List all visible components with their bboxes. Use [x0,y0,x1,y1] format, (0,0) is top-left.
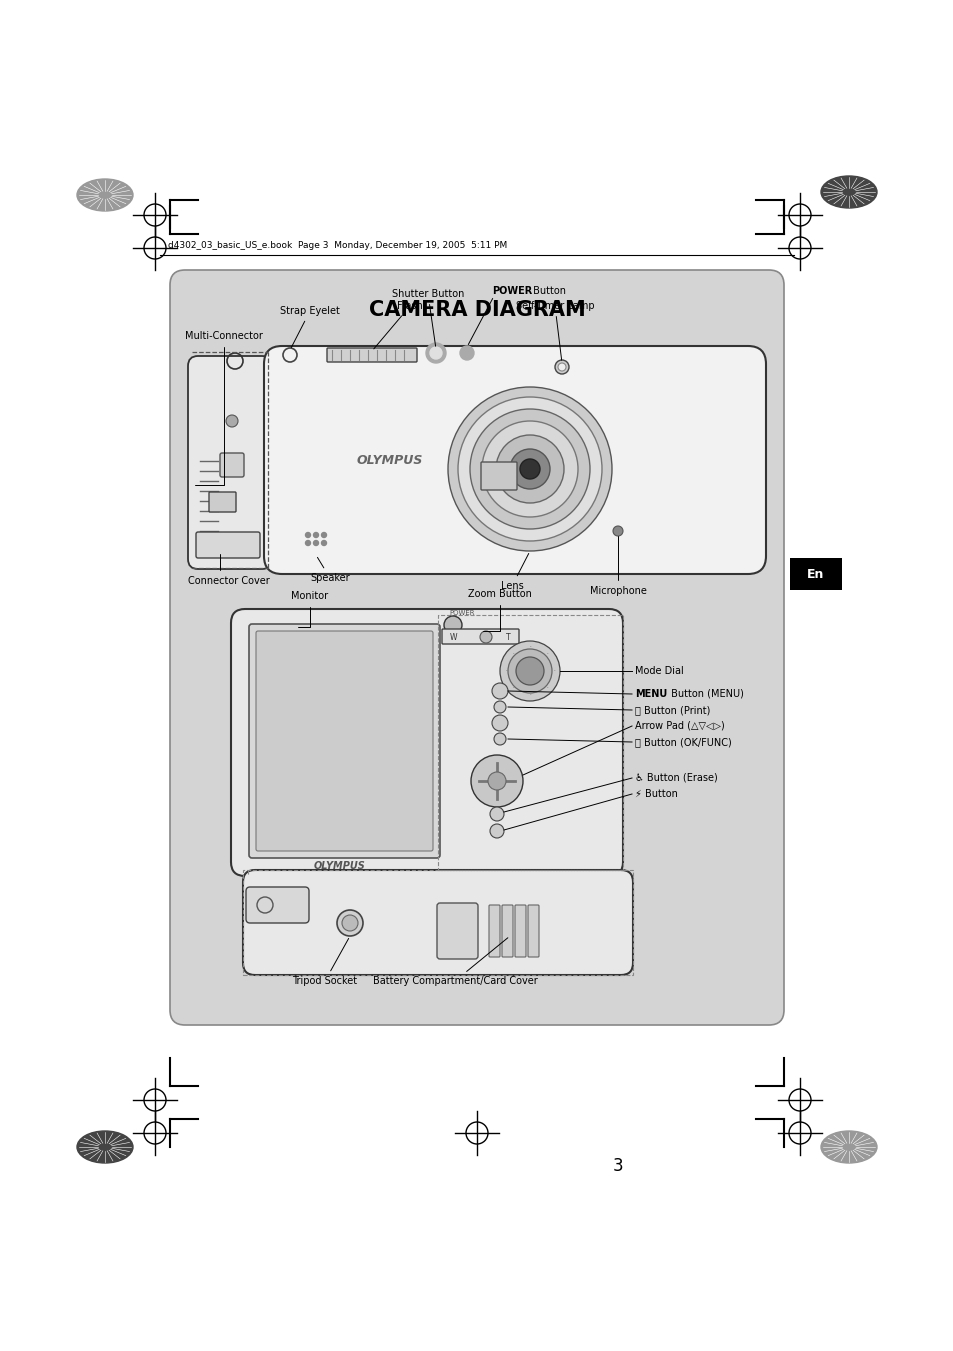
Circle shape [321,540,326,546]
FancyBboxPatch shape [527,905,538,957]
Text: OLYMPUS: OLYMPUS [356,454,423,467]
Circle shape [555,359,568,374]
FancyBboxPatch shape [327,349,416,362]
FancyBboxPatch shape [170,270,783,1025]
Text: ⎙ Button (Print): ⎙ Button (Print) [635,705,710,715]
Circle shape [507,648,552,693]
FancyBboxPatch shape [220,453,244,477]
FancyBboxPatch shape [480,462,517,490]
Text: Button: Button [530,286,565,296]
FancyBboxPatch shape [489,905,499,957]
Text: Tripod Socket: Tripod Socket [293,939,357,986]
Text: Self-Timer Lamp: Self-Timer Lamp [516,301,594,361]
Circle shape [488,771,505,790]
Ellipse shape [77,178,132,211]
Circle shape [490,807,503,821]
Circle shape [336,911,363,936]
Circle shape [341,915,357,931]
Text: ·: · [512,651,514,657]
Circle shape [496,435,563,503]
Text: En: En [806,567,823,581]
Ellipse shape [77,1131,132,1163]
FancyBboxPatch shape [195,532,260,558]
FancyBboxPatch shape [264,346,765,574]
Circle shape [459,346,474,359]
Text: Multi-Connector: Multi-Connector [185,331,263,485]
Circle shape [471,755,522,807]
Text: Lens: Lens [500,554,528,590]
Text: T: T [505,632,510,642]
Text: MENU: MENU [635,689,666,698]
FancyBboxPatch shape [515,905,525,957]
Text: Button (MENU): Button (MENU) [667,689,743,698]
Text: d4302_03_basic_US_e.book  Page 3  Monday, December 19, 2005  5:11 PM: d4302_03_basic_US_e.book Page 3 Monday, … [168,240,507,250]
Circle shape [490,824,503,838]
Circle shape [481,422,578,517]
Circle shape [443,616,461,634]
Ellipse shape [821,176,876,208]
Text: Arrow Pad (△▽◁▷): Arrow Pad (△▽◁▷) [635,721,724,731]
Circle shape [613,526,622,536]
Text: ·: · [529,644,530,650]
Text: ⚡ Button: ⚡ Button [635,789,678,798]
Text: ·: · [545,685,547,690]
Circle shape [305,540,310,546]
Text: ♿ Button (Erase): ♿ Button (Erase) [635,773,717,784]
Circle shape [479,631,492,643]
Text: POWER: POWER [492,286,532,296]
Circle shape [499,640,559,701]
Circle shape [516,657,543,685]
Text: Microphone: Microphone [589,536,646,596]
Circle shape [558,363,565,372]
FancyBboxPatch shape [243,870,633,975]
Text: POWER: POWER [449,611,475,616]
Circle shape [492,715,507,731]
Text: ·: · [545,651,547,657]
Ellipse shape [821,1131,876,1163]
Text: Flash: Flash [374,301,422,349]
Circle shape [494,734,505,744]
FancyBboxPatch shape [209,492,235,512]
Circle shape [305,532,310,538]
FancyBboxPatch shape [246,888,309,923]
FancyBboxPatch shape [249,624,439,858]
Text: Connector Cover: Connector Cover [188,554,270,586]
FancyBboxPatch shape [255,631,433,851]
Circle shape [321,532,326,538]
Circle shape [494,701,505,713]
FancyBboxPatch shape [436,902,477,959]
Circle shape [426,343,446,363]
Text: Speaker: Speaker [310,558,350,584]
Circle shape [226,415,237,427]
FancyBboxPatch shape [231,609,622,875]
Text: 3: 3 [612,1156,622,1175]
FancyBboxPatch shape [441,630,518,644]
Text: Shutter Button: Shutter Button [392,289,464,346]
FancyBboxPatch shape [789,558,841,590]
Circle shape [492,684,507,698]
Circle shape [470,409,589,530]
Text: ·: · [529,693,530,697]
Text: W: W [450,632,457,642]
Text: Mode Dial: Mode Dial [635,666,683,676]
Text: ·: · [553,669,555,674]
Text: OLYMPUS: OLYMPUS [314,861,366,871]
Text: Zoom Button: Zoom Button [468,589,532,631]
FancyBboxPatch shape [501,905,513,957]
Text: ·: · [504,669,506,674]
Circle shape [314,540,318,546]
Text: Battery Compartment/Card Cover: Battery Compartment/Card Cover [373,938,537,986]
Text: Monitor: Monitor [291,590,328,627]
Circle shape [448,386,612,551]
Circle shape [457,397,601,540]
Text: CAMERA DIAGRAM: CAMERA DIAGRAM [368,300,585,320]
Circle shape [510,449,550,489]
Circle shape [519,459,539,480]
Text: Ⓞ Button (OK/FUNC): Ⓞ Button (OK/FUNC) [635,738,731,747]
FancyBboxPatch shape [188,357,272,569]
Text: Strap Eyelet: Strap Eyelet [280,305,339,347]
Circle shape [430,347,441,359]
Circle shape [314,532,318,538]
Text: ·: · [512,685,514,690]
